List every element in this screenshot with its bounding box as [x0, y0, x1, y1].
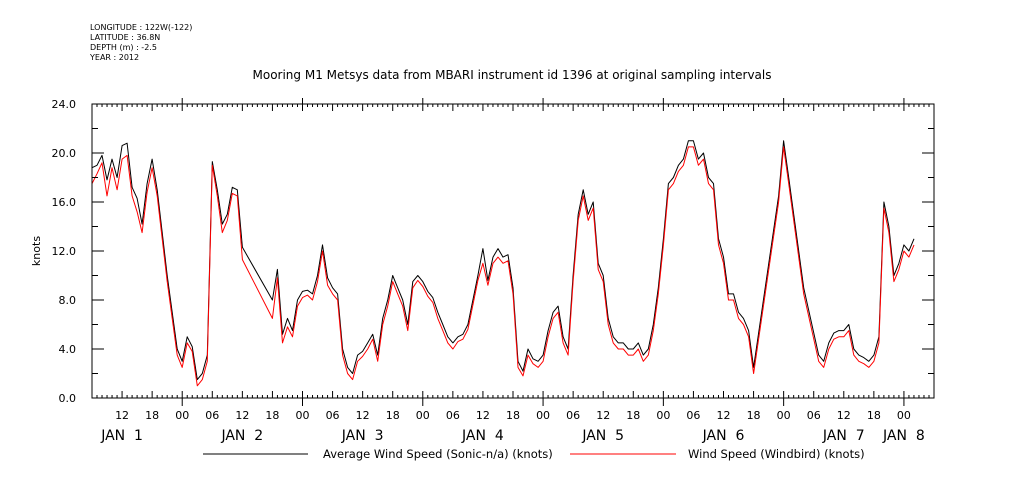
x-date-label: JAN 2: [220, 428, 263, 444]
axis-layer: 0.0 4.0 8.0 12.0 16.0 20.0 24.0 12 18 00 06 12 18 00 0…: [52, 98, 935, 444]
x-tick-label: 06: [686, 409, 700, 422]
x-tick-label: 18: [265, 409, 279, 422]
x-tick-label: 00: [777, 409, 791, 422]
x-tick-label: 18: [145, 409, 159, 422]
meta-depth: DEPTH (m) : -2.5: [90, 43, 157, 52]
x-date-label: JAN 4: [461, 428, 504, 444]
x-tick-label: 06: [446, 409, 460, 422]
x-tick-label: 12: [717, 409, 731, 422]
x-tick-label: 18: [626, 409, 640, 422]
x-date-label: JAN 1: [100, 428, 143, 444]
chart-title: Mooring M1 Metsys data from MBARI instru…: [253, 68, 772, 82]
x-tick-label: 18: [867, 409, 881, 422]
x-tick-label: 18: [747, 409, 761, 422]
x-tick-label: 12: [235, 409, 249, 422]
x-tick-label: 00: [296, 409, 310, 422]
x-tick-label: 12: [356, 409, 370, 422]
y-tick-label: 12.0: [52, 245, 77, 258]
series-line-windbird: [91, 146, 915, 387]
series-line-average-wind-speed: [91, 140, 915, 381]
x-tick-label: 12: [476, 409, 490, 422]
y-tick-label: 0.0: [59, 392, 77, 405]
y-axis-label: knots: [30, 236, 43, 266]
meta-latitude: LATITUDE : 36.8N: [90, 33, 160, 42]
series-layer: [91, 140, 915, 387]
plot-frame: [91, 103, 935, 399]
legend-label-windbird: Wind Speed (Windbird) (knots): [688, 447, 865, 461]
x-tick-label: 06: [326, 409, 340, 422]
legend: Average Wind Speed (Sonic-n/a) (knots) W…: [203, 447, 865, 461]
y-tick-label: 16.0: [52, 196, 77, 209]
x-tick-label: 12: [596, 409, 610, 422]
x-date-label: JAN 3: [341, 428, 384, 444]
x-date-label: JAN 5: [581, 428, 624, 444]
x-tick-label: 00: [416, 409, 430, 422]
x-tick-label: 06: [205, 409, 219, 422]
metadata-block: LONGITUDE : 122W(-122) LATITUDE : 36.8N …: [89, 23, 192, 62]
x-tick-label: 18: [386, 409, 400, 422]
x-date-label: JAN 7: [822, 428, 865, 444]
x-tick-label: 00: [175, 409, 189, 422]
x-tick-label: 18: [506, 409, 520, 422]
x-date-label: JAN 6: [702, 428, 745, 444]
x-tick-label: 00: [897, 409, 911, 422]
y-tick-label: 24.0: [52, 98, 77, 111]
meta-longitude: LONGITUDE : 122W(-122): [90, 23, 192, 32]
x-date-label: JAN 8: [882, 428, 925, 444]
x-tick-label: 00: [656, 409, 670, 422]
x-tick-label: 12: [115, 409, 129, 422]
y-tick-label: 20.0: [52, 147, 77, 160]
legend-label-average-wind-speed: Average Wind Speed (Sonic-n/a) (knots): [323, 447, 553, 461]
y-tick-label: 8.0: [59, 294, 77, 307]
meta-year: YEAR : 2012: [89, 53, 139, 62]
x-tick-label: 06: [807, 409, 821, 422]
x-tick-label: 12: [837, 409, 851, 422]
y-tick-label: 4.0: [59, 343, 77, 356]
x-tick-label: 06: [566, 409, 580, 422]
x-tick-label: 00: [536, 409, 550, 422]
